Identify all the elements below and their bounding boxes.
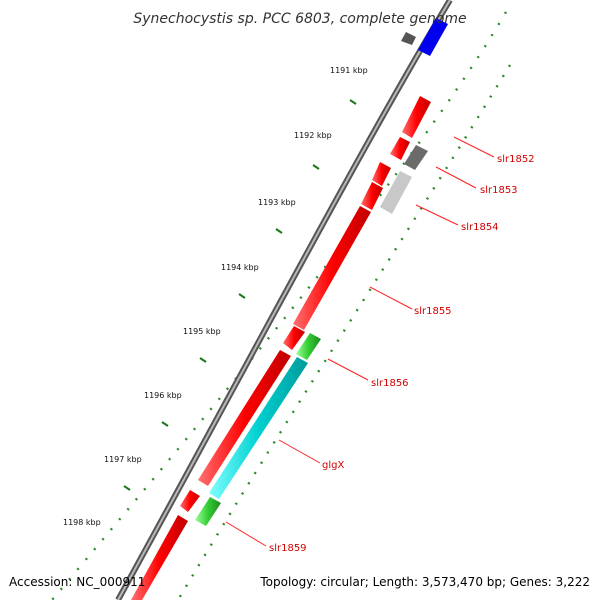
gene-label-slr1856[interactable]: slr1856 [371,378,409,389]
gene-label-slr1854[interactable]: slr1854 [461,222,499,233]
gene-arrow-4[interactable] [361,182,383,210]
leader-line-slr1853 [435,166,477,189]
genome-backbone-highlight [117,0,451,600]
gene-arrow-8[interactable] [180,490,200,512]
leader-line-slr1859 [225,521,267,547]
gene-label-slr1852[interactable]: slr1852 [497,154,535,165]
top-feature-blue [418,18,448,56]
tick-label: 1198 kbp [63,518,101,527]
gene-arrow-2[interactable] [390,137,410,160]
gene-arrow-9[interactable] [131,515,188,600]
leader-line-slr1855 [369,286,413,310]
tick-mark [312,164,320,170]
forward-strand-genes[interactable] [195,145,428,526]
tick-label: 1197 kbp [104,455,142,464]
map-title: Synechocystis sp. PCC 6803, complete gen… [133,11,466,27]
gene-label-leaders [225,136,495,547]
accession-label: Accession: NC_000911 [9,575,145,589]
tick-mark [161,421,169,427]
gene-glgx-shape[interactable] [209,357,308,499]
tick-label: 1196 kbp [144,391,182,400]
gene-slr1853-shape[interactable] [404,145,428,170]
tick-label: 1191 kbp [330,66,368,75]
topology-label: Topology: circular; Length: 3,573,470 bp… [259,575,590,589]
tick-mark [275,228,283,234]
gene-arrow-1[interactable] [402,96,431,138]
tick-mark [199,357,207,363]
gene-labels[interactable]: slr1852 slr1853 slr1854 slr1855 slr1856 … [269,154,535,554]
leader-line-slr1856 [327,358,369,381]
gene-label-glgx[interactable]: glgX [322,460,344,471]
tick-mark [123,485,131,491]
gene-label-slr1855[interactable]: slr1855 [414,306,452,317]
gene-arrow-3[interactable] [372,162,391,186]
gene-arrow-7[interactable] [198,350,291,486]
leader-line-slr1852 [453,136,495,158]
gene-arrow-5[interactable] [293,206,371,330]
leader-line-slr1854 [415,204,459,226]
tick-label: 1192 kbp [294,131,332,140]
tick-label: 1194 kbp [221,263,259,272]
tick-mark [238,293,246,299]
tick-label: 1193 kbp [258,198,296,207]
tick-label: 1195 kbp [183,327,221,336]
gene-label-slr1859[interactable]: slr1859 [269,543,307,554]
top-features [401,18,448,56]
gene-slr1859-shape[interactable] [195,497,221,526]
gene-arrow-6[interactable] [283,326,305,350]
tick-marks [123,99,357,491]
gene-slr1856-shape[interactable] [296,333,321,360]
leader-line-glgx [278,439,321,464]
gc-content-arc-inner [176,64,512,600]
gene-slr1854-shape[interactable] [380,171,412,214]
top-feature-gray [401,32,416,45]
tick-mark [349,99,357,105]
tick-labels: 1191 kbp 1192 kbp 1193 kbp 1194 kbp 1195… [63,66,368,527]
reverse-strand-genes[interactable] [131,96,431,600]
gene-label-slr1853[interactable]: slr1853 [480,185,518,196]
